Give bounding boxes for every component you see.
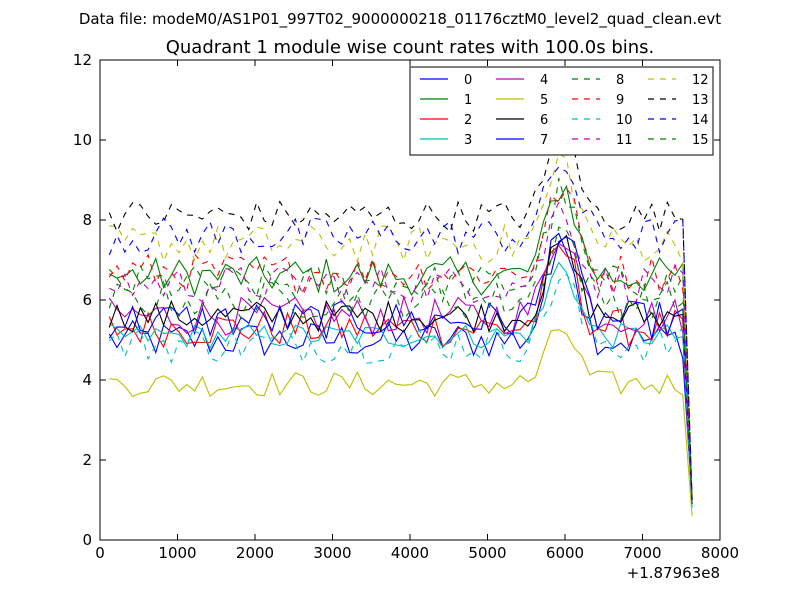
series-line-15 [108, 226, 693, 505]
legend-label-10: 10 [616, 113, 633, 128]
legend-label-6: 6 [540, 113, 548, 128]
legend-label-8: 8 [616, 73, 624, 88]
series-line-11 [109, 201, 693, 505]
x-tick-label: 3000 [313, 544, 351, 562]
legend-label-4: 4 [540, 73, 548, 88]
legend-label-5: 5 [540, 93, 548, 108]
series-line-13 [108, 139, 693, 501]
series-line-9 [108, 187, 693, 501]
legend-label-13: 13 [692, 93, 709, 108]
legend-frame [409, 66, 714, 156]
x-tick-label: 2000 [236, 544, 274, 562]
legend-label-11: 11 [616, 133, 633, 148]
y-tick-label: 4 [82, 371, 92, 389]
x-tick-label: 6000 [546, 544, 584, 562]
legend-label-2: 2 [464, 113, 472, 128]
y-tick-label: 12 [73, 51, 92, 69]
x-tick-label: 5000 [468, 544, 506, 562]
series-line-5 [109, 329, 693, 517]
legend-label-9: 9 [616, 93, 624, 108]
y-tick-label: 10 [73, 131, 92, 149]
legend-label-0: 0 [464, 73, 472, 88]
legend-label-7: 7 [540, 133, 548, 148]
plot-area: 0 1000 2000 3000 4000 5000 6000 7000 80000246810… [73, 51, 739, 582]
legend-label-15: 15 [692, 133, 709, 148]
figure-suptitle: Data file: modeM0/AS1P01_997T02_90000002… [79, 10, 721, 29]
x-tick-label: 1000 [158, 544, 196, 562]
y-tick-label: 6 [82, 291, 92, 309]
y-tick-label: 0 [82, 531, 92, 549]
chart-title: Quadrant 1 module wise count rates with … [166, 37, 655, 58]
legend-label-12: 12 [692, 73, 709, 88]
series-group [108, 139, 693, 517]
series-line-2 [108, 244, 693, 505]
legend-label-1: 1 [464, 93, 472, 108]
series-line-7 [108, 236, 693, 501]
x-tick-label: 4000 [391, 544, 429, 562]
legend-label-3: 3 [464, 133, 472, 148]
y-tick-label: 8 [82, 211, 92, 229]
x-tick-label: 0 [95, 544, 105, 562]
x-tick-label: 7000 [623, 544, 661, 562]
x-offset-label: +1.87963e8 [627, 564, 720, 582]
legend-label-14: 14 [692, 113, 709, 128]
x-tick-label: 8000 [701, 544, 739, 562]
y-tick-label: 2 [82, 451, 92, 469]
series-line-14 [108, 166, 693, 501]
series-line-3 [108, 261, 693, 509]
